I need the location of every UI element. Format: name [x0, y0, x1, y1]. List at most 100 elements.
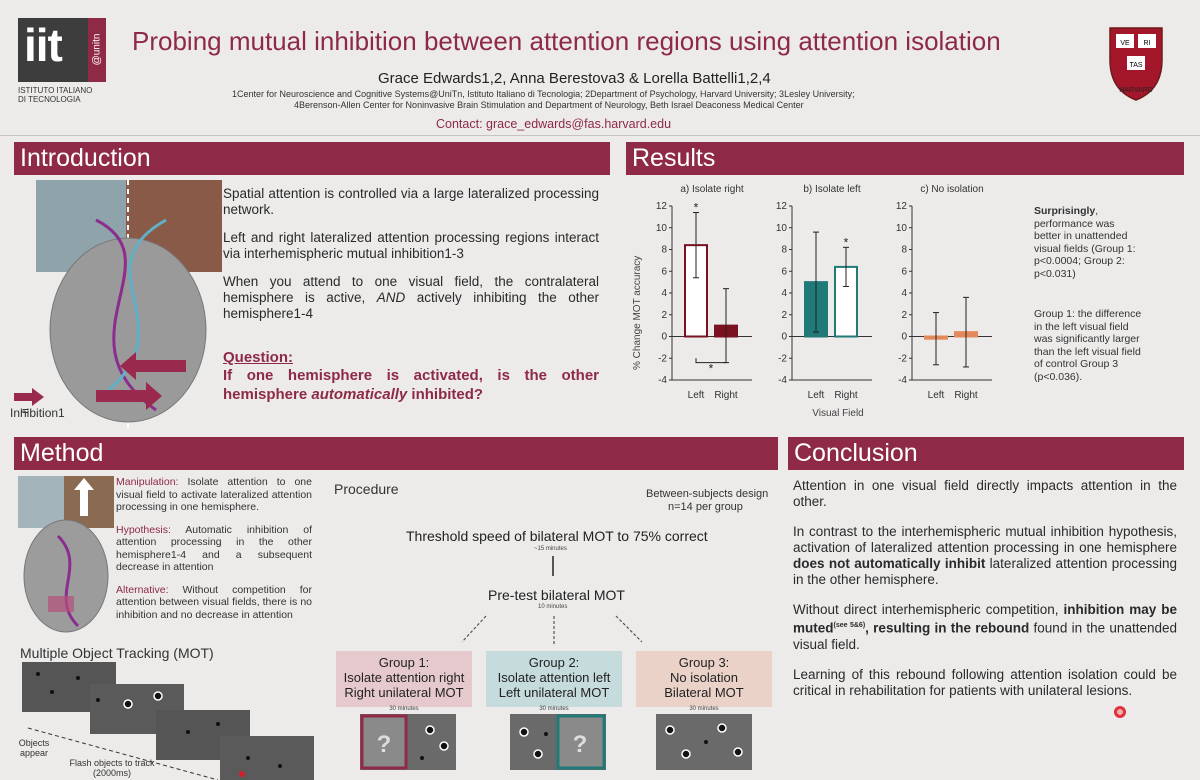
question-label: Question:	[223, 349, 293, 366]
results-heading: Results	[626, 142, 1184, 175]
conclusion-p4: Learning of this rebound following atten…	[793, 666, 1177, 698]
group-3-target	[733, 747, 743, 757]
conclusion-p3c: , resulting in the rebound	[865, 620, 1030, 636]
group-1-target	[439, 741, 449, 751]
y-tick-label: 2	[781, 310, 787, 321]
significance-star: *	[844, 235, 849, 249]
intro-brain-figure	[36, 180, 222, 430]
group-1-line3: Right unilateral MOT	[344, 685, 464, 700]
inhibition-arrow-left	[120, 352, 186, 380]
mot-dot	[278, 764, 282, 768]
x-tick-label: Left	[688, 390, 705, 401]
authors: Grace Edwards1,2, Anna Berestova3 & Lore…	[378, 70, 771, 87]
y-tick-label: 12	[776, 201, 788, 212]
y-tick-label: -2	[898, 353, 907, 364]
logo-iit-text: iit	[24, 19, 63, 71]
group-1-dot	[420, 756, 424, 760]
intro-p2: Left and right lateralized attention pro…	[223, 230, 599, 261]
conclusion-heading: Conclusion	[788, 437, 1184, 470]
mot-dot	[96, 698, 100, 702]
intro-p3: When you attend to one visual field, the…	[223, 274, 599, 322]
mot-cue	[123, 699, 133, 709]
group-3-target	[681, 749, 691, 759]
inhibition-legend-label: Inhibition1	[10, 406, 65, 420]
question-a: If one hemisphere is activated, is the o…	[223, 367, 599, 403]
manipulation-label: Manipulation:	[116, 476, 179, 488]
question-text: If one hemisphere is activated, is the o…	[223, 366, 599, 404]
threshold-minutes: ~15 minutes	[534, 546, 567, 552]
x-axis-label: Visual Field	[812, 408, 864, 419]
x-tick-label: Left	[808, 390, 825, 401]
seal-book-1	[1116, 34, 1134, 48]
y-tick-label: -4	[658, 375, 667, 386]
group-3-line3: Bilateral MOT	[664, 685, 744, 700]
y-tick-label: 2	[901, 310, 907, 321]
y-tick-label: 6	[661, 266, 667, 277]
seal-harvard: HARVARD	[1119, 87, 1153, 94]
y-tick-label: 8	[661, 245, 667, 256]
conclusion-p3: Without direct interhemispheric competit…	[793, 602, 1177, 653]
method-road-photo-left	[18, 476, 64, 528]
alternative-text: Without competition for attention betwee…	[116, 583, 312, 621]
y-tick-label: 4	[661, 288, 667, 299]
logo-unitn-text: @unitn	[91, 33, 103, 66]
y-tick-label: 2	[661, 310, 667, 321]
x-tick-label: Left	[928, 390, 945, 401]
results-note-1-text: , performance was better in unattended v…	[1034, 205, 1136, 280]
seal-book-2	[1138, 34, 1156, 48]
group-2-line2: Isolate attention left	[497, 670, 611, 685]
affiliations-1: 1Center for Neuroscience and Cognitive S…	[232, 89, 855, 99]
y-tick-label: -4	[898, 375, 907, 386]
brain-shape	[49, 237, 207, 423]
mot-target-dot	[239, 771, 245, 777]
group-2-box: Group 2: Isolate attention left Left uni…	[486, 651, 622, 712]
threshold-step: Threshold speed of bilateral MOT to 75% …	[406, 528, 708, 544]
hypothesis-label: Hypothesis:	[116, 523, 171, 536]
y-tick-label: 6	[901, 266, 907, 277]
method-heading: Method	[14, 437, 778, 470]
method-brain-figure	[18, 476, 114, 633]
unitn-logo	[88, 18, 106, 82]
conclusion-p2b: does not automatically inhibit	[793, 556, 986, 571]
conclusion-p1: Attention in one visual field directly i…	[793, 478, 1177, 509]
hypothesis: Hypothesis: Automatic inhibition of atte…	[116, 524, 312, 574]
y-tick-label: 6	[781, 266, 787, 277]
x-tick-label: Right	[714, 390, 738, 401]
poster-title: Probing mutual inhibition between attent…	[132, 26, 1001, 56]
y-tick-label: 12	[656, 201, 668, 212]
group-1-box: Group 1: Isolate attention right Right u…	[336, 651, 472, 712]
logo-subtitle-1: ISTITUTO ITALIANO	[18, 86, 93, 95]
group-2-question-mark: ?	[573, 731, 588, 758]
group-3-line2: No isolation	[670, 670, 738, 685]
results-charts: a) Isolate right 12 10 8 6 4 2 0 -2 -4 Left Right * *…	[632, 184, 992, 419]
hypothesis-text: Automatic inhibition of attention proces…	[116, 523, 312, 574]
y-tick-label: 4	[781, 288, 787, 299]
intro-p1: Spatial attention is controlled via a la…	[223, 186, 599, 217]
mot-objects-appear: Objects appear	[18, 738, 50, 758]
mot-dot	[50, 690, 54, 694]
contact-email[interactable]: Contact: grace_edwards@fas.harvard.edu	[436, 117, 672, 131]
mot-timeline	[27, 727, 219, 780]
y-tick-label: 4	[901, 288, 907, 299]
pretest-step: Pre-test bilateral MOT	[488, 587, 625, 603]
intro-p3c: actively inhibiting the other hemisphere…	[223, 290, 599, 321]
introduction-heading: Introduction	[14, 142, 610, 175]
charts-root: a) Isolate right 12 10 8 6 4 2 0 -2 -4 Left Right * *…	[656, 184, 992, 401]
alternative-label: Alternative:	[116, 583, 169, 596]
y-tick-label: 0	[781, 332, 787, 343]
y-tick-label: 0	[661, 332, 667, 343]
intro-text: Spatial attention is controlled via a la…	[223, 186, 599, 322]
significance-star: *	[709, 361, 714, 375]
header-divider	[0, 135, 1200, 136]
y-tick-label: 12	[896, 201, 908, 212]
chart-title: b) Isolate left	[803, 184, 860, 195]
conclusion-p3d: found in the unattended visual field.	[793, 620, 1177, 652]
x-tick-label: Right	[954, 390, 978, 401]
group-2-line3: Left unilateral MOT	[498, 685, 610, 700]
group-1-line2: Isolate attention right	[343, 670, 465, 685]
procedure-arrow-1	[552, 556, 554, 576]
y-tick-label: 10	[656, 223, 668, 234]
mot-dot	[186, 730, 190, 734]
logo-subtitle-2: DI TECNOLOGIA	[18, 95, 81, 104]
group-3-mins: 30 minutes	[689, 706, 719, 712]
